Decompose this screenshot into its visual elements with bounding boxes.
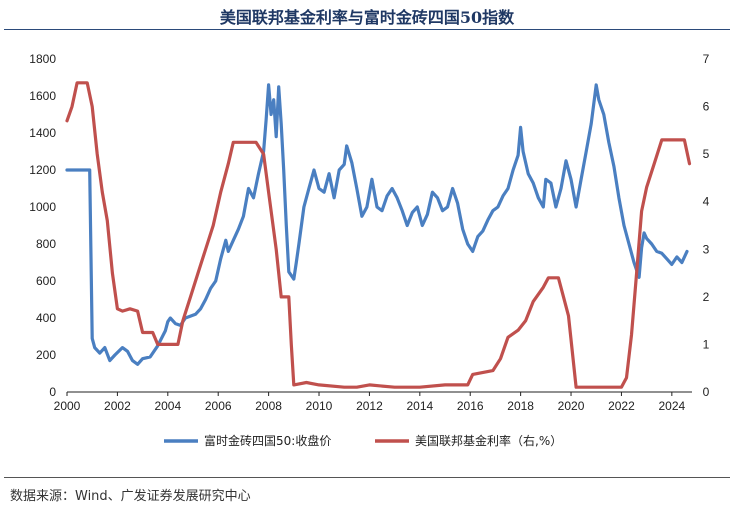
x-tick-label: 2012 [356, 399, 383, 413]
title-divider [4, 29, 730, 30]
x-tick-label: 2000 [54, 399, 81, 413]
left-y-tick-label: 1400 [29, 126, 56, 140]
right-y-tick-label: 0 [703, 385, 710, 399]
chart-axes: 2000 2002 2004 2006 2008 2010 2012 2014 2016 2018… [29, 52, 709, 413]
left-y-tick-label: 1600 [29, 89, 56, 103]
right-y-tick-label: 3 [703, 242, 710, 256]
left-y-tick-label: 400 [36, 311, 56, 325]
x-tick-label: 2008 [255, 399, 282, 413]
ftse-bric50-line [65, 83, 689, 366]
chart-title: 美国联邦基金利率与富时金砖四国50指数 [219, 8, 515, 27]
x-tick-label: 2024 [658, 399, 685, 413]
x-tick-label: 2014 [406, 399, 433, 413]
left-y-tick-label: 600 [36, 274, 56, 288]
left-y-tick-label: 200 [36, 348, 56, 362]
left-y-tick-label: 800 [36, 237, 56, 251]
chart-legend: 富时金砖四国50:收盘价 美国联邦基金利率（右,%） [164, 433, 562, 448]
footer-divider [4, 477, 730, 478]
source-note: 数据来源：Wind、广发证券发展研究中心 [10, 489, 251, 504]
x-tick-label: 2022 [608, 399, 635, 413]
right-y-tick-label: 2 [703, 290, 710, 304]
left-y-tick-label: 1000 [29, 200, 56, 214]
x-tick-label: 2004 [154, 399, 181, 413]
right-y-tick-label: 4 [703, 195, 710, 209]
x-tick-label: 2010 [306, 399, 333, 413]
x-tick-label: 2020 [558, 399, 585, 413]
series-layer [65, 81, 692, 389]
legend-label-fed-funds-rate: 美国联邦基金利率（右,%） [415, 433, 562, 448]
x-tick-label: 2002 [104, 399, 131, 413]
right-y-tick-label: 7 [703, 52, 710, 66]
legend-label-ftse-bric50: 富时金砖四国50:收盘价 [204, 433, 331, 448]
right-y-tick-label: 6 [703, 100, 710, 114]
left-y-tick-label: 1800 [29, 52, 56, 66]
x-tick-label: 2016 [457, 399, 484, 413]
right-y-tick-label: 5 [703, 147, 710, 161]
left-y-tick-label: 1200 [29, 163, 56, 177]
fed-funds-rate-line [65, 81, 692, 389]
right-y-tick-label: 1 [703, 337, 710, 351]
x-tick-label: 2006 [205, 399, 232, 413]
x-tick-label: 2018 [507, 399, 534, 413]
left-y-tick-label: 0 [49, 385, 56, 399]
chart-canvas: 2000 2002 2004 2006 2008 2010 2012 2014 2016 2018… [29, 52, 709, 448]
